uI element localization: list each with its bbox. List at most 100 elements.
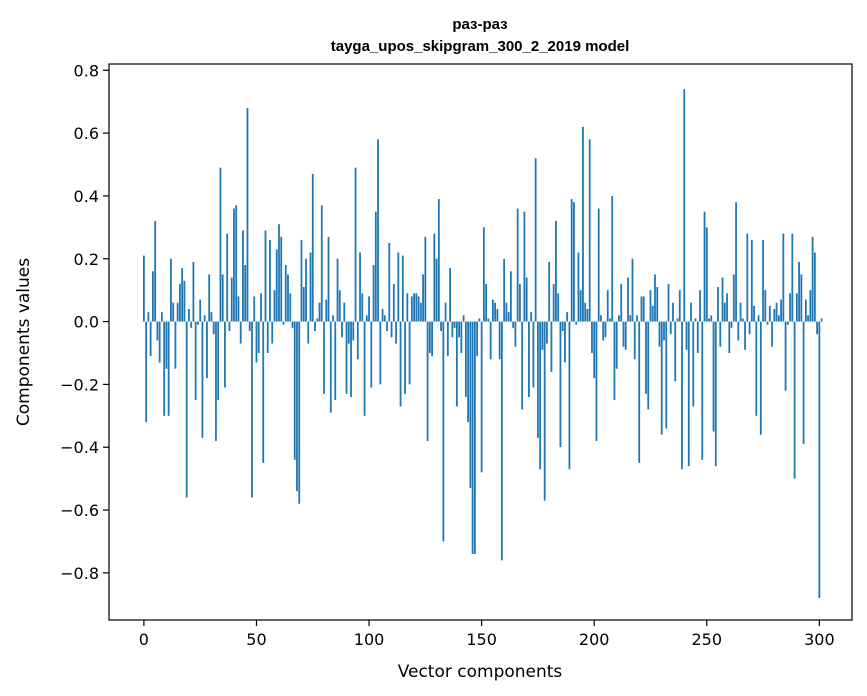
- bar: [728, 321, 731, 353]
- bar: [206, 321, 208, 379]
- bar: [289, 293, 292, 322]
- bar: [316, 318, 319, 322]
- bar: [345, 321, 348, 394]
- bar: [710, 315, 713, 322]
- y-axis-ticks: −0.8 −0.6 −0.4 −0.2 0.0 0.2 0.4 0.6 0.8: [60, 61, 109, 583]
- bar: [221, 274, 224, 322]
- bar: [271, 321, 274, 344]
- y-tick-label: −0.2: [60, 375, 99, 394]
- y-tick-label: −0.4: [60, 438, 99, 457]
- bar: [678, 290, 681, 322]
- bar: [809, 290, 812, 322]
- bar: [422, 274, 424, 322]
- bar: [451, 321, 454, 338]
- bar: [280, 236, 283, 322]
- bar: [737, 321, 740, 341]
- bar: [365, 315, 368, 322]
- bar: [217, 321, 220, 401]
- y-axis-label: Components values: [14, 258, 34, 426]
- bar: [433, 233, 436, 322]
- bar: [372, 265, 375, 322]
- bar: [449, 268, 451, 322]
- x-tick-label: 50: [246, 630, 266, 649]
- bar: [654, 274, 656, 322]
- bar: [397, 252, 400, 322]
- bar: [309, 252, 312, 322]
- bar: [528, 321, 530, 397]
- bar: [305, 258, 307, 322]
- y-tick-label: 0.0: [74, 313, 99, 332]
- y-tick-label: 0.2: [74, 250, 99, 269]
- bar: [757, 315, 760, 322]
- x-tick-label: 100: [354, 630, 385, 649]
- bar: [597, 208, 600, 322]
- bar: [426, 321, 429, 441]
- bar: [582, 126, 584, 322]
- bar: [690, 302, 692, 322]
- bar: [230, 277, 233, 322]
- bar: [739, 302, 742, 322]
- x-axis-label: Vector components: [398, 662, 563, 682]
- bar: [789, 293, 791, 322]
- bar: [683, 89, 686, 322]
- bar: [437, 199, 440, 322]
- bar: [228, 321, 231, 331]
- bar: [298, 321, 301, 504]
- bar: [525, 277, 528, 322]
- bar: [685, 321, 688, 350]
- bar: [404, 321, 406, 394]
- bar: [726, 293, 728, 322]
- bar: [377, 139, 379, 322]
- bar: [293, 321, 296, 460]
- bar: [158, 321, 161, 363]
- bar: [482, 227, 485, 322]
- bar: [703, 211, 706, 322]
- bar: [334, 321, 337, 401]
- bar: [795, 293, 798, 322]
- y-tick-label: 0.4: [74, 187, 99, 206]
- y-tick-label: −0.8: [60, 564, 99, 583]
- bar: [505, 302, 508, 322]
- bar: [762, 239, 764, 322]
- bar: [242, 230, 244, 322]
- bar: [786, 321, 789, 325]
- bar: [311, 173, 314, 322]
- bar: [753, 305, 755, 322]
- bar: [332, 315, 334, 322]
- bar: [681, 321, 683, 470]
- bar: [248, 321, 251, 331]
- bar: [460, 321, 463, 353]
- bar: [424, 236, 427, 322]
- bar: [185, 321, 188, 498]
- bar: [777, 315, 780, 322]
- y-tick-label: 0.8: [74, 61, 99, 80]
- bar: [467, 321, 470, 423]
- bar: [388, 243, 391, 322]
- bar: [478, 318, 481, 322]
- bar: [356, 321, 359, 360]
- bar: [149, 321, 152, 357]
- bar: [262, 321, 265, 463]
- bar: [417, 296, 420, 322]
- bar: [176, 302, 179, 322]
- bar: [341, 321, 343, 338]
- bar: [410, 296, 413, 322]
- bar: [401, 255, 404, 322]
- bar: [192, 261, 195, 322]
- bar: [676, 318, 679, 322]
- bar: [291, 321, 294, 328]
- bar: [723, 302, 726, 322]
- bar: [253, 296, 256, 322]
- bar: [246, 107, 249, 322]
- bar: [199, 299, 202, 322]
- bar: [244, 265, 247, 322]
- bar: [647, 321, 650, 410]
- bar: [325, 299, 328, 322]
- bar: [343, 302, 346, 322]
- bar: [573, 202, 575, 322]
- bar: [543, 321, 546, 501]
- bar: [514, 321, 517, 347]
- bar: [638, 321, 641, 463]
- x-tick-label: 200: [579, 630, 610, 649]
- bar: [696, 321, 699, 353]
